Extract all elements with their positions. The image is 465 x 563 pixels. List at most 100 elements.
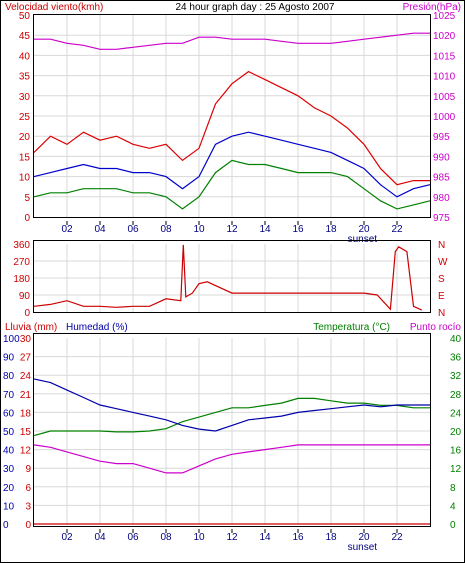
- dewpoint-line: [33, 444, 430, 474]
- y-tick-label: 9: [25, 464, 31, 475]
- y-tick-label: 90: [3, 353, 15, 364]
- x-tick-label: 12: [226, 532, 238, 543]
- y-tick-label: 1005: [433, 92, 456, 103]
- y-tick-label: 0: [24, 213, 30, 224]
- x-tick-label: 08: [160, 532, 172, 543]
- x-tick-label: 10: [193, 532, 205, 543]
- y-tick-label: 8: [450, 483, 456, 494]
- rain-axis: 0 3 6 9 12 15 18 21 24 27 30: [20, 334, 32, 531]
- y-tick-label: 27: [20, 353, 32, 364]
- wind-time-axis: 02 04 06 08 10 12 14 16 18 20 22 sunset: [61, 221, 403, 245]
- wind-panel-frame: [33, 14, 431, 218]
- y-tick-label: N: [438, 240, 445, 251]
- y-tick-label: 24: [450, 408, 462, 419]
- x-tick-label: 18: [325, 224, 337, 235]
- y-tick-label: 30: [3, 464, 15, 475]
- x-tick-label: 16: [292, 532, 304, 543]
- y-tick-label: 1015: [433, 51, 456, 62]
- y-tick-label: 1010: [433, 72, 456, 83]
- climate-series: [33, 378, 430, 525]
- wind-low-line: [33, 159, 431, 210]
- y-tick-label: 1025: [433, 11, 456, 22]
- rain-label: Lluvia (mm): [5, 322, 57, 333]
- y-tick-label: 5: [24, 193, 30, 204]
- y-tick-label: 18: [20, 408, 32, 419]
- y-tick-label: 80: [3, 371, 15, 382]
- y-tick-label: 30: [20, 334, 32, 345]
- humidity-label: Humedad (%): [66, 322, 128, 333]
- y-tick-label: 24: [20, 371, 32, 382]
- temperature-label: Temperatura (°C): [313, 322, 390, 333]
- x-tick-label: 04: [94, 532, 106, 543]
- y-tick-label: 360: [13, 240, 30, 251]
- x-tick-label: 14: [259, 532, 271, 543]
- sunset-label: sunset: [348, 234, 378, 245]
- y-tick-label: 0: [24, 308, 30, 319]
- y-tick-label: 985: [433, 173, 450, 184]
- x-tick-label: 06: [127, 532, 139, 543]
- temperature-line: [33, 397, 430, 437]
- dewpoint-label: Punto rocío: [410, 322, 462, 333]
- y-tick-label: 980: [433, 193, 450, 204]
- y-tick-label: E: [438, 291, 445, 302]
- x-tick-label: 12: [226, 224, 238, 235]
- y-tick-label: 990: [433, 152, 450, 163]
- y-tick-label: W: [438, 257, 448, 268]
- y-tick-label: 975: [433, 213, 450, 224]
- y-tick-label: 20: [450, 427, 462, 438]
- pressure-axis: 975 980 985 990 995 1000 1005 1010 1015 1020 1025: [433, 11, 456, 224]
- x-tick-label: 20: [358, 532, 370, 543]
- y-tick-label: 20: [19, 132, 31, 143]
- direction-series: [33, 244, 423, 311]
- y-tick-label: 995: [433, 132, 450, 143]
- x-tick-label: 22: [391, 532, 403, 543]
- humidity-axis: 0 10 20 30 40 50 60 70 80 90 100: [3, 334, 20, 531]
- direction-line: [33, 244, 423, 311]
- y-tick-label: 20: [3, 483, 15, 494]
- wind-average-line: [33, 131, 431, 198]
- y-tick-label: 0: [450, 520, 456, 531]
- y-tick-label: 40: [450, 334, 462, 345]
- y-tick-label: 25: [19, 112, 31, 123]
- y-tick-label: 6: [25, 483, 31, 494]
- y-tick-label: 100: [3, 334, 20, 345]
- wind-speed-label: Velocidad viento(kmh): [5, 2, 103, 13]
- x-tick-label: 02: [61, 532, 73, 543]
- temperature-axis: 0 4 8 12 16 20 24 28 32 36 40: [450, 334, 462, 531]
- y-tick-label: 270: [13, 257, 30, 268]
- y-tick-label: 35: [19, 72, 31, 83]
- wind-speed-axis: 0 5 10 15 20 25 30 35 40 45 50: [19, 11, 31, 224]
- y-tick-label: 1020: [433, 31, 456, 42]
- y-tick-label: 12: [20, 446, 32, 457]
- y-tick-label: 1000: [433, 112, 456, 123]
- x-tick-label: 06: [127, 224, 139, 235]
- x-tick-label: 20: [358, 224, 370, 235]
- climate-time-axis: 02 04 06 08 10 12 14 16 18 20 22 sunset: [61, 529, 403, 553]
- y-tick-label: 30: [19, 92, 31, 103]
- y-tick-label: 60: [3, 408, 15, 419]
- x-tick-label: 14: [259, 224, 271, 235]
- y-tick-label: 70: [3, 390, 15, 401]
- y-tick-label: 40: [3, 446, 15, 457]
- y-tick-label: 10: [19, 173, 31, 184]
- x-tick-label: 16: [292, 224, 304, 235]
- y-tick-label: 4: [450, 501, 456, 512]
- y-tick-label: 21: [20, 390, 32, 401]
- y-tick-label: 32: [450, 371, 462, 382]
- direction-panel-frame: [33, 240, 431, 313]
- x-tick-label: 02: [61, 224, 73, 235]
- y-tick-label: 10: [3, 501, 15, 512]
- climate-panel-frame: [33, 333, 431, 527]
- pressure-line: [34, 32, 430, 50]
- y-tick-label: 180: [13, 274, 30, 285]
- y-tick-label: 40: [19, 51, 31, 62]
- y-tick-label: 15: [20, 427, 32, 438]
- y-tick-label: 12: [450, 464, 462, 475]
- x-tick-label: 22: [391, 224, 403, 235]
- y-tick-label: 0: [3, 520, 9, 531]
- wind-gust-line: [33, 70, 430, 186]
- y-tick-label: 15: [19, 152, 31, 163]
- y-tick-label: 50: [3, 427, 15, 438]
